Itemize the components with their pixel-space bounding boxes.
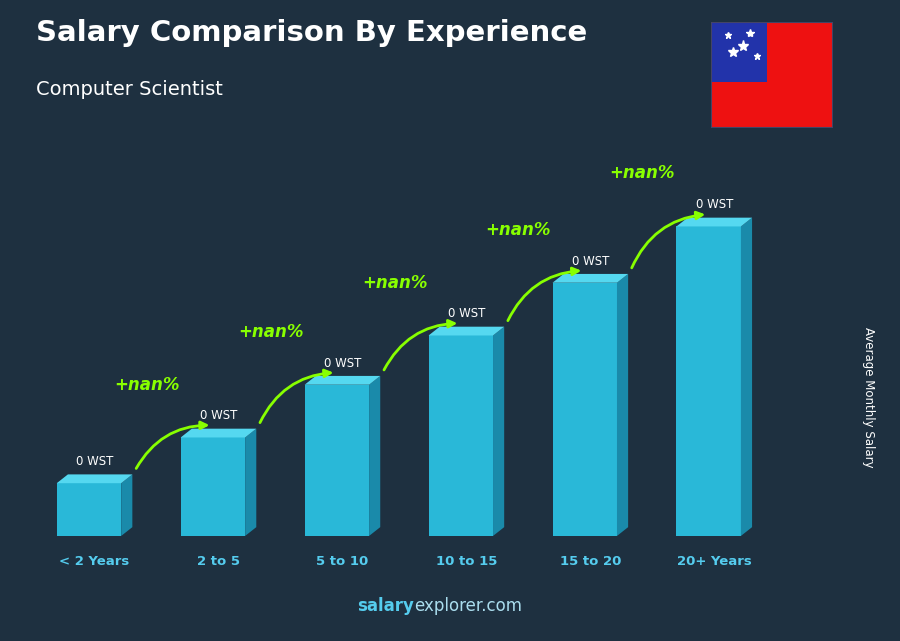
- Polygon shape: [181, 429, 256, 437]
- Polygon shape: [369, 376, 380, 536]
- Text: 0 WST: 0 WST: [200, 410, 238, 422]
- Text: +nan%: +nan%: [114, 376, 179, 394]
- FancyBboxPatch shape: [181, 437, 245, 536]
- Polygon shape: [57, 474, 132, 483]
- Text: 0 WST: 0 WST: [572, 254, 609, 267]
- Text: +nan%: +nan%: [486, 221, 551, 238]
- FancyBboxPatch shape: [553, 283, 617, 536]
- Polygon shape: [122, 474, 132, 536]
- Text: 0 WST: 0 WST: [696, 198, 733, 212]
- FancyBboxPatch shape: [304, 385, 369, 536]
- FancyBboxPatch shape: [57, 483, 122, 536]
- Polygon shape: [304, 376, 380, 385]
- Polygon shape: [428, 327, 504, 335]
- Text: 0 WST: 0 WST: [324, 356, 361, 370]
- Text: +nan%: +nan%: [362, 274, 428, 292]
- Text: +nan%: +nan%: [609, 165, 675, 183]
- Text: Computer Scientist: Computer Scientist: [36, 80, 223, 99]
- Text: Average Monthly Salary: Average Monthly Salary: [862, 327, 875, 468]
- Polygon shape: [617, 274, 628, 536]
- Text: 0 WST: 0 WST: [76, 455, 113, 468]
- Polygon shape: [741, 218, 752, 536]
- Text: 2 to 5: 2 to 5: [197, 555, 240, 569]
- Text: salary: salary: [357, 597, 414, 615]
- Text: 5 to 10: 5 to 10: [316, 555, 369, 569]
- Text: 20+ Years: 20+ Years: [677, 555, 751, 569]
- Polygon shape: [493, 327, 504, 536]
- Text: 15 to 20: 15 to 20: [560, 555, 621, 569]
- Polygon shape: [677, 218, 752, 226]
- Text: Salary Comparison By Experience: Salary Comparison By Experience: [36, 19, 587, 47]
- Text: explorer.com: explorer.com: [414, 597, 522, 615]
- Text: 0 WST: 0 WST: [447, 307, 485, 320]
- FancyBboxPatch shape: [428, 335, 493, 536]
- Text: +nan%: +nan%: [238, 323, 303, 341]
- Bar: [711, 22, 767, 81]
- Polygon shape: [245, 429, 256, 536]
- Text: 10 to 15: 10 to 15: [436, 555, 497, 569]
- Text: < 2 Years: < 2 Years: [59, 555, 130, 569]
- FancyBboxPatch shape: [677, 226, 741, 536]
- Polygon shape: [553, 274, 628, 283]
